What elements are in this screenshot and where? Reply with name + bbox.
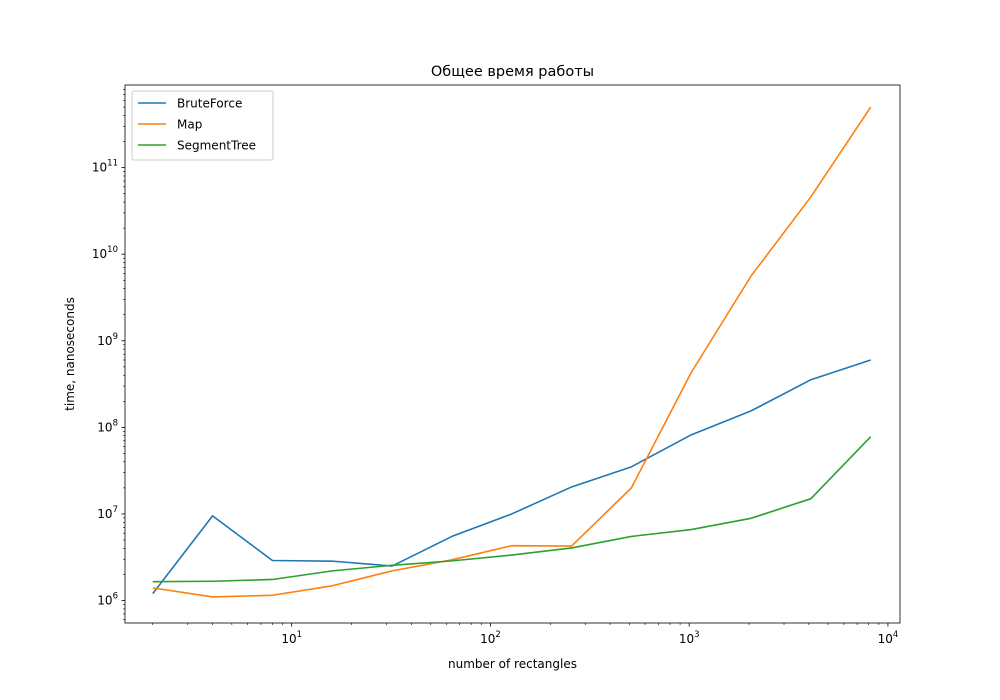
series-line-map [152, 106, 872, 598]
legend-label-map: Map [177, 118, 202, 132]
y-tick-label: 1010 [92, 245, 118, 261]
x-axis-label: number of rectangles [448, 657, 577, 671]
x-tick-label: 103 [679, 630, 700, 646]
y-tick-label: 109 [97, 332, 118, 348]
y-tick-label: 107 [97, 505, 118, 521]
legend-box [131, 90, 274, 161]
y-tick-label: 1011 [92, 159, 118, 175]
x-axis: 101 102 103 104 [152, 623, 899, 646]
series-layer [152, 106, 872, 598]
legend-label-bruteforce: BruteForce [177, 97, 242, 111]
chart-title: Общее время работы [431, 64, 594, 80]
series-line-segmenttree [152, 436, 872, 583]
x-tick-label: 101 [281, 630, 302, 646]
y-axis: 106 107 108 109 1010 1011 [92, 89, 125, 621]
x-tick-label: 104 [878, 630, 899, 646]
legend-label-segmenttree: SegmentTree [177, 139, 256, 153]
series-line-bruteforce [152, 359, 871, 595]
y-tick-label: 108 [97, 418, 118, 434]
x-tick-label: 102 [480, 630, 501, 646]
y-tick-label: 106 [97, 592, 118, 608]
y-axis-label: time, nanoseconds [63, 297, 77, 411]
legend: BruteForce Map SegmentTree [131, 90, 274, 161]
